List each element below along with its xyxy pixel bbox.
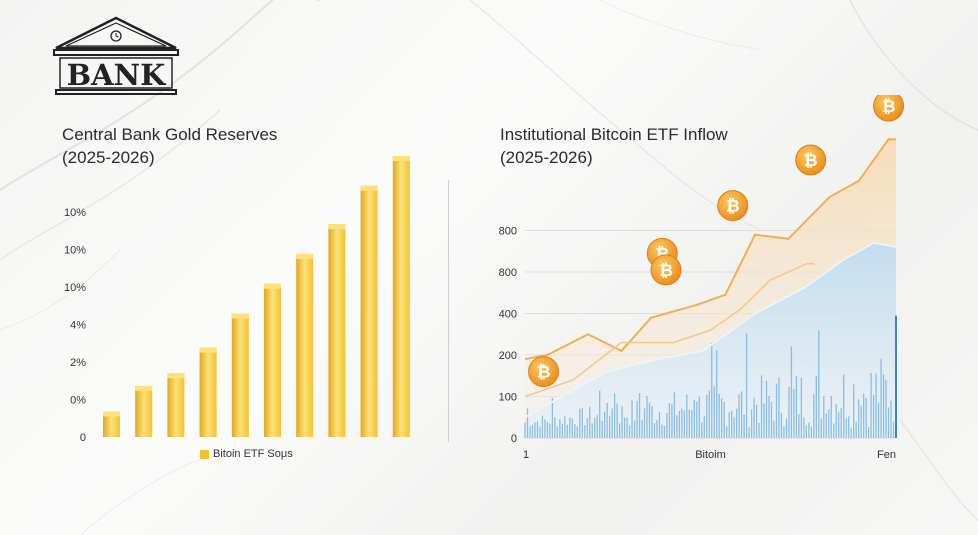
bitcoin-symbol: ₿ [804,151,818,171]
bitcoin-symbol: ₿ [726,197,740,217]
bank-building-icon: BANK [53,16,179,95]
y-tick-label: 4% [70,320,86,332]
bank-logo: BANK [52,14,180,96]
gold-bar [392,156,410,437]
right-chart-title: Institutional Bitcoin ETF Inflow (2025-2… [500,123,728,169]
gold-bar-cap [296,253,314,259]
x-tick-label: 1 [523,449,529,461]
right-title-line2: (2025-2026) [500,148,593,167]
gold-bar [135,385,153,437]
x-tick-label: Fen [877,449,896,461]
bitcoin-symbol: ₿ [659,261,673,281]
x-tick-label: Bitoim [695,449,726,461]
bitcoin-icon: ₿ [795,144,827,176]
gold-bar [103,411,120,437]
gold-bar-cap [392,156,410,161]
gold-reserves-bar-chart: 0 0% 2% 4% 10% 10% 10% [64,156,410,444]
bank-logo-text: BANK [67,58,168,92]
y-tick-label: 100 [499,392,517,404]
bitcoin-icon: ₿ [528,356,560,388]
upper-series-line [524,138,896,361]
y-tick-label: 200 [499,350,517,362]
lower-area [525,242,896,438]
lower-series-line [524,242,897,418]
left-chart-title: Central Bank Gold Reserves (2025-2026) [62,123,277,169]
y-tick-label: 800 [499,226,517,238]
bitcoin-symbol: ₿ [537,363,551,383]
y-tick-label: 400 [499,309,517,321]
bitcoin-icon: ₿ [650,254,682,286]
gold-bar-cap [103,411,120,417]
y-tick-label: 10% [64,282,86,294]
legend-swatch [200,449,209,459]
gold-bar-cap [199,347,217,353]
gold-bar [167,373,185,437]
y-tick-label: 2% [70,357,86,369]
y-tick-label: 0 [80,432,86,444]
gold-bar-cap [328,224,346,230]
left-title-line2: (2025-2026) [62,148,155,167]
chart-divider [448,180,449,442]
bitcoin-symbol: ₿ [882,97,896,117]
gold-bar [296,253,314,437]
gold-bar [360,185,378,437]
y-tick-label: 10% [64,245,86,257]
gold-bar [264,283,281,437]
gold-bar [199,347,217,437]
left-title-line1: Central Bank Gold Reserves [62,125,278,144]
y-tick-label: 0% [70,395,86,407]
y-tick-label: 0 [511,433,517,445]
right-title-line1: Institutional Bitcoin ETF Inflow [500,125,728,144]
gold-bar-cap [135,385,153,391]
middle-series-line [524,262,815,398]
y-tick-label: 10% [64,207,86,219]
gold-bar-cap [231,313,249,319]
gold-bar [231,313,249,437]
legend-label: Bitoin ETF Soμs [213,448,293,460]
bitcoin-icon: ₿ [717,190,749,222]
gold-bar-cap [264,283,281,289]
gold-bar-cap [360,185,378,191]
gold-bar-cap [167,373,185,379]
gold-bar [328,224,346,437]
bitcoin-icon: ₿ [873,95,905,122]
y-tick-label: 800 [499,267,517,279]
left-legend: Bitoin ETF Soμs [200,448,293,460]
